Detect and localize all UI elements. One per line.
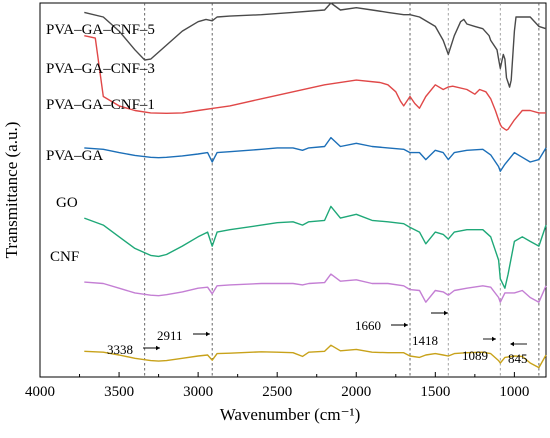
series-line-5 (84, 2, 547, 88)
x-tick-label-2500: 2500 (262, 384, 292, 400)
annotations: 3338 2911 1660 1418 1089 845 (107, 310, 528, 366)
series-label-pva-ga-cnf-1: PVA–GA–CNF–1 (46, 97, 155, 113)
series-label-pva-ga-cnf-3: PVA–GA–CNF–3 (46, 61, 155, 77)
series-line-2 (84, 205, 547, 289)
x-tick-label-1500: 1500 (420, 384, 450, 400)
series-lines (84, 2, 547, 369)
x-tick-label-3000: 3000 (183, 384, 213, 400)
series-line-0 (84, 344, 547, 369)
series-line-4 (84, 35, 546, 131)
series-label-pva-ga-cnf-5: PVA–GA–CNF–5 (46, 22, 155, 38)
x-axis-ticks: 4000 3500 3000 2500 2000 1500 1000 (25, 372, 529, 400)
series-line-3 (84, 136, 547, 173)
x-tick-label-3500: 3500 (104, 384, 134, 400)
x-tick-label-1000: 1000 (499, 384, 529, 400)
x-tick-label-2000: 2000 (341, 384, 371, 400)
annot-1089: 1089 (462, 348, 488, 363)
y-axis-title: Transmittance (a.u.) (2, 122, 21, 259)
annot-845: 845 (508, 351, 528, 366)
annot-2911: 2911 (157, 328, 183, 343)
series-label-cnf: CNF (50, 249, 79, 265)
x-axis-title: Wavenumber (cm⁻¹) (220, 405, 361, 424)
plot-frame (39, 2, 547, 378)
annot-1660: 1660 (355, 318, 381, 333)
series-label-go: GO (56, 195, 78, 211)
series-line-1 (84, 273, 547, 303)
x-tick-label-4000: 4000 (25, 384, 55, 400)
annot-3338: 3338 (107, 342, 133, 357)
series-label-pva-ga: PVA–GA (46, 148, 103, 164)
reference-lines (144, 3, 540, 377)
annot-1418: 1418 (412, 333, 438, 348)
